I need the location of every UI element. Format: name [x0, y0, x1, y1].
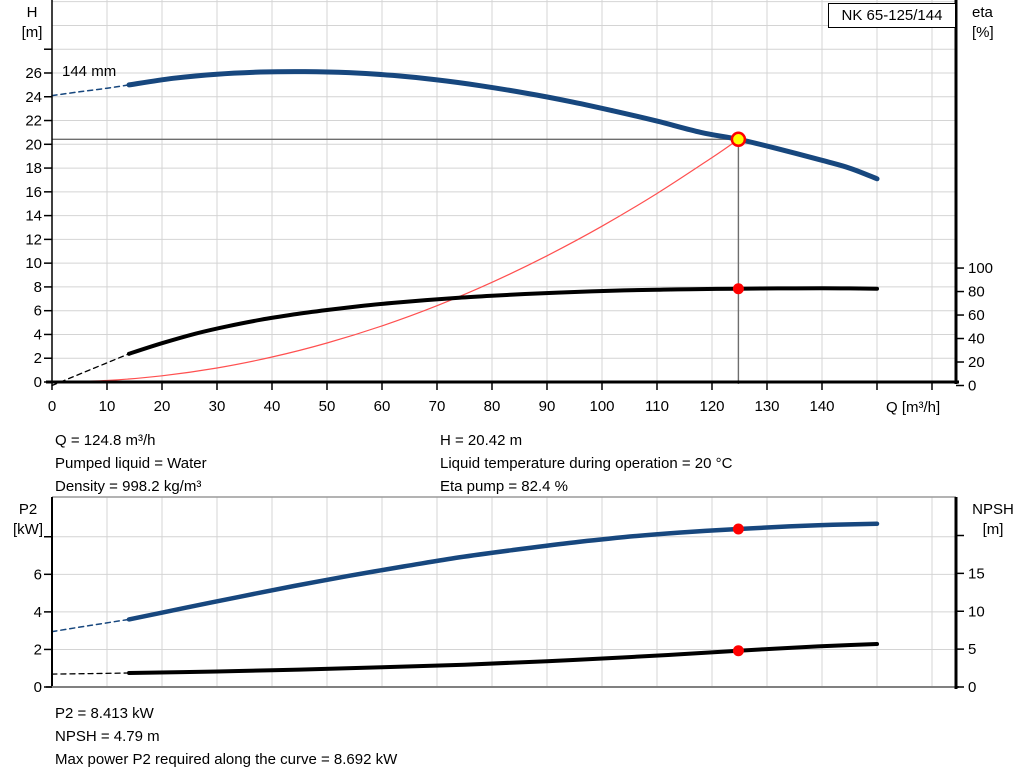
qh-left-axis-title: H [m]	[10, 3, 54, 43]
impeller-diameter-label: 144 mm	[62, 63, 117, 80]
p2-duty-dot	[732, 523, 744, 535]
y-axis-tick-label: 6	[34, 566, 42, 583]
pump-curve-dashed	[51, 84, 130, 97]
duty-point-marker[interactable]	[730, 131, 747, 148]
y-axis-tick-label: 20	[25, 136, 42, 153]
p2-right-axis-title: NPSH [m]	[962, 500, 1024, 540]
y-axis-tick-label: 10	[25, 255, 42, 272]
x-axis-tick-label: 60	[374, 398, 391, 415]
y2-axis-tick-label: 20	[968, 354, 985, 371]
y2-axis-tick-label: 40	[968, 331, 985, 348]
y2-axis-tick-label: 100	[968, 260, 993, 277]
info-npsh: NPSH = 4.79 m	[55, 728, 160, 745]
qh-x-axis-label: Q [m³/h]	[886, 399, 941, 416]
npsh-duty-dot	[732, 645, 744, 657]
x-axis-tick-label: 20	[154, 398, 171, 415]
y-axis-tick-label: 8	[34, 279, 42, 296]
x-axis-tick-label: 30	[209, 398, 226, 415]
pump-type-box: NK 65-125/144	[828, 3, 956, 28]
x-axis-tick-label: 10	[99, 398, 116, 415]
axes	[46, 497, 959, 689]
y2-axis-tick-label: 0	[968, 378, 976, 395]
npsh-curve-dashed	[51, 672, 130, 675]
p2-curve	[126, 521, 880, 622]
y-axis-tick-label: 0	[34, 679, 42, 696]
y-axis-tick-label: 24	[25, 89, 42, 106]
efficiency-curve	[127, 286, 879, 356]
info-q: Q = 124.8 m³/h	[55, 432, 156, 449]
y-axis-tick-label: 6	[34, 303, 42, 320]
grid-lines	[52, 0, 956, 382]
pump-curve	[126, 69, 880, 182]
info-pumped-liquid: Pumped liquid = Water	[55, 455, 207, 472]
system-curve	[51, 138, 739, 383]
y2-axis-tick-label: 10	[968, 603, 985, 620]
grid-lines	[52, 496, 956, 687]
info-eta-pump: Eta pump = 82.4 %	[440, 478, 568, 495]
x-axis-tick-label: 0	[48, 398, 56, 415]
npsh-curve	[127, 642, 879, 675]
x-axis-tick-label: 130	[754, 398, 779, 415]
y-axis-tick-label: 16	[25, 184, 42, 201]
y-axis-tick-label: 2	[34, 641, 42, 658]
y2-axis-tick-label: 60	[968, 307, 985, 324]
p2-left-axis-title-line2: [kW]	[13, 521, 43, 538]
y-axis-tick-label: 4	[34, 326, 42, 343]
x-axis-tick-label: 140	[809, 398, 834, 415]
info-p2: P2 = 8.413 kW	[55, 705, 154, 722]
x-axis-tick-label: 100	[589, 398, 614, 415]
p2-right-axis-title-line2: [m]	[982, 521, 1004, 538]
y2-axis-tick-label: 0	[968, 679, 976, 696]
ticks-and-labels: 0 2 4 6 0 5 10 15	[34, 534, 985, 696]
duty-reference-lines	[52, 138, 740, 384]
p2-right-axis-title-line1: NPSH	[972, 501, 1014, 518]
qh-left-axis-title-line2: [m]	[21, 24, 43, 41]
x-axis-tick-label: 70	[429, 398, 446, 415]
y2-axis-tick-label: 15	[968, 565, 985, 582]
y-axis-tick-label: 0	[34, 374, 42, 391]
qh-right-axis-title: eta [%]	[972, 3, 994, 43]
p2-curve-dashed	[51, 618, 130, 633]
x-axis-tick-label: 40	[264, 398, 281, 415]
qh-left-axis-title-line1: H	[26, 4, 38, 21]
y-axis-tick-label: 26	[25, 65, 42, 82]
y-axis-tick-label: 18	[25, 160, 42, 177]
info-max-power: Max power P2 required along the curve = …	[55, 751, 398, 768]
y-axis-tick-label: 2	[34, 350, 42, 367]
info-h: H = 20.42 m	[440, 432, 523, 449]
duty-markers	[732, 523, 744, 657]
y-axis-tick-label: 14	[25, 208, 42, 225]
info-density: Density = 998.2 kg/m³	[55, 478, 202, 495]
y2-axis-tick-label: 80	[968, 284, 985, 301]
x-axis-tick-label: 50	[319, 398, 336, 415]
x-axis-tick-label: 90	[539, 398, 556, 415]
info-block-bottom: P2 = 8.413 kW NPSH = 4.79 m Max power P2…	[55, 702, 397, 771]
info-block-left: Q = 124.8 m³/h Pumped liquid = Water Den…	[55, 429, 207, 498]
y-axis-tick-label: 4	[34, 604, 42, 621]
info-block-right: H = 20.42 m Liquid temperature during op…	[440, 429, 732, 498]
p2-npsh-chart: 0 2 4 6 0 5 10 15	[34, 496, 985, 696]
duty-markers	[730, 131, 747, 295]
efficiency-duty-dot	[732, 283, 744, 295]
info-liquid-temperature: Liquid temperature during operation = 20…	[440, 455, 733, 472]
p2-left-axis-title: P2 [kW]	[6, 500, 50, 540]
qh-right-axis-title-line2: [%]	[972, 24, 994, 41]
x-axis-tick-label: 110	[645, 398, 669, 415]
y2-axis-tick-label: 5	[968, 641, 976, 658]
x-axis-tick-label: 80	[484, 398, 501, 415]
qh-right-axis-title-line1: eta	[972, 4, 993, 21]
y-axis-tick-label: 12	[25, 231, 42, 248]
x-axis-tick-label: 120	[699, 398, 724, 415]
y-axis-tick-label: 22	[25, 113, 42, 130]
p2-left-axis-title-line1: P2	[18, 501, 38, 518]
